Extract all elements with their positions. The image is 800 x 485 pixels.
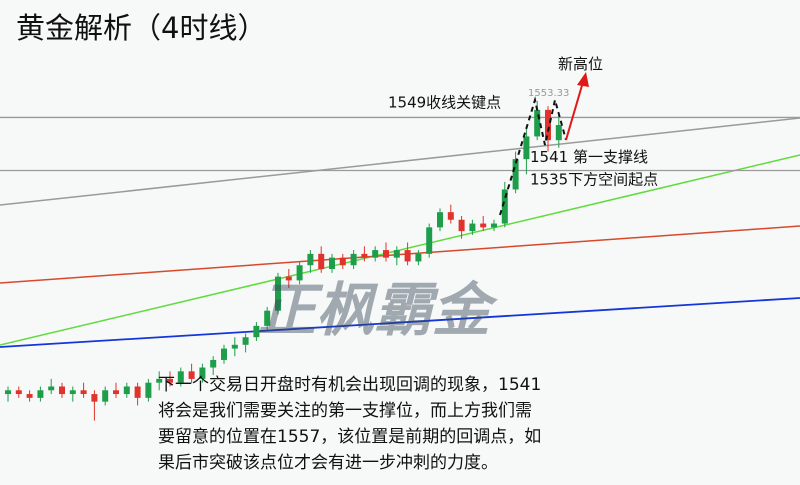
candle-body	[177, 371, 184, 383]
arrow-head	[577, 72, 589, 87]
candle-body	[501, 189, 508, 224]
candle-body	[329, 257, 335, 270]
level-label: 1535下方空间起点	[530, 171, 658, 189]
paragraph-line: 下一个交易日开盘时有机会出现回调的现象，1541	[158, 375, 541, 395]
candle-body	[285, 276, 292, 281]
candle-body	[350, 253, 357, 266]
candle-body	[37, 390, 44, 398]
candle-body	[404, 250, 411, 262]
candle-body	[307, 253, 314, 266]
candle-body	[383, 250, 389, 258]
projection-path	[499, 96, 567, 216]
candle-body	[134, 386, 141, 398]
candle-body	[123, 386, 130, 395]
chart-title: 黄金解析（4时线）	[16, 11, 266, 45]
level-label: 1549收线关键点	[388, 93, 501, 111]
candle-body	[275, 276, 281, 311]
candle-body	[210, 359, 217, 368]
candle-body	[91, 394, 98, 402]
candle-body	[361, 253, 368, 258]
candle-body	[512, 159, 519, 190]
candle-body	[167, 378, 173, 383]
candle-body	[15, 390, 22, 395]
trend-line	[0, 225, 800, 284]
candle-body	[113, 390, 119, 395]
candle-body	[199, 367, 206, 379]
candle-body	[48, 386, 55, 391]
candle-body	[426, 227, 433, 254]
candle-body	[393, 250, 400, 258]
candle-body	[523, 136, 530, 160]
candle-body	[296, 265, 303, 281]
candle-body	[318, 253, 325, 270]
watermark: 正枫霸金	[258, 276, 498, 344]
candle-body	[469, 223, 476, 232]
candle-body	[59, 386, 65, 395]
candle-body	[372, 250, 379, 258]
candle-body	[69, 390, 76, 395]
candle-body	[480, 223, 487, 228]
arrow	[565, 81, 584, 141]
peak-label: 1553.33	[528, 88, 569, 99]
candle-body	[156, 378, 163, 383]
candle-body	[253, 325, 260, 338]
candle-body	[145, 382, 152, 398]
candle-body	[458, 219, 465, 232]
support-line	[0, 117, 800, 206]
candle-body	[231, 344, 238, 349]
paragraph-line: 要留意的位置在1557，该位置是前期的回调点，如	[158, 427, 541, 447]
candle-body	[415, 253, 422, 262]
candle-body	[80, 390, 87, 395]
candle-body	[188, 371, 195, 379]
candle-body	[437, 212, 443, 228]
candle-body	[242, 337, 249, 345]
candle-body	[491, 223, 497, 228]
level-label: 1541 第一支撑线	[530, 148, 648, 166]
candle-body	[26, 394, 33, 398]
candle-body	[534, 109, 541, 137]
candle-body	[339, 257, 346, 266]
candle-body	[102, 390, 109, 402]
candle-body	[545, 109, 551, 141]
candle-body	[5, 390, 11, 395]
new-high-label: 新高位	[558, 55, 603, 73]
paragraph-line: 果后市突破该点位才会有进一步冲刺的力度。	[158, 453, 498, 473]
trend-line	[0, 154, 800, 346]
candle-body	[447, 212, 454, 220]
paragraph-line: 将会是我们需要关注的第一支撑位，而上方我们需	[158, 401, 532, 421]
candle-body	[555, 125, 562, 141]
candle-body	[264, 310, 271, 326]
trend-line	[0, 297, 800, 348]
candle-body	[221, 348, 227, 360]
